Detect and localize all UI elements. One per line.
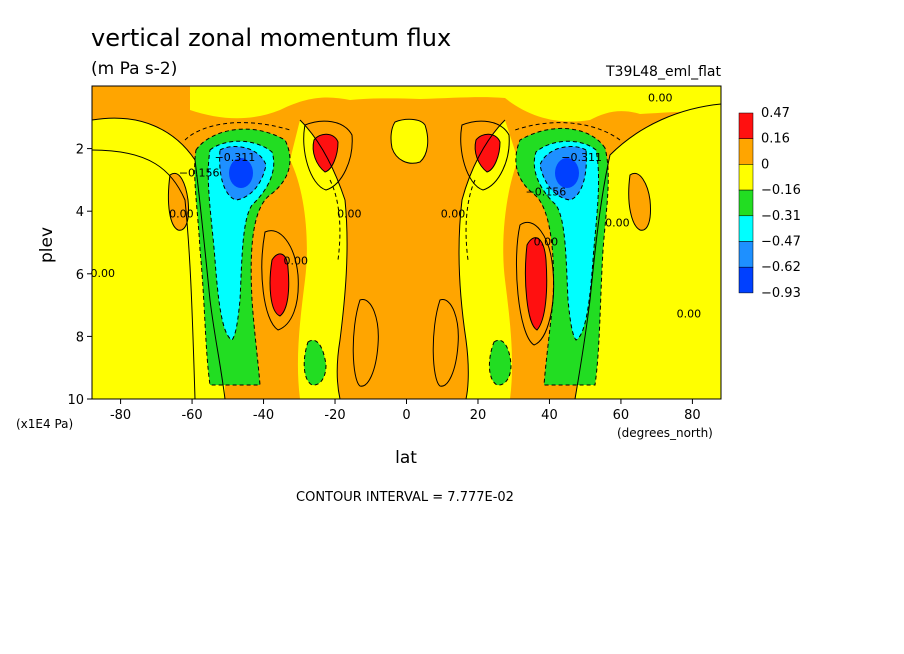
red-max-upper-right (475, 134, 500, 172)
legend-label: 0.16 (761, 132, 790, 147)
legend-label: −0.47 (761, 235, 801, 250)
x-tick-label: 80 (684, 408, 701, 423)
contour-label: −0.156 (526, 185, 567, 198)
contour-label: 0.00 (90, 267, 115, 280)
contour-red-lines (269, 133, 548, 331)
contour-label: 0.00 (169, 207, 194, 220)
run-label: T39L48_eml_flat (605, 64, 722, 80)
chart-units: (m Pa s-2) (91, 59, 177, 79)
x-tick-label: 20 (470, 408, 487, 423)
green-lobe-right (489, 340, 511, 386)
contour-label: −0.156 (179, 167, 220, 180)
x-tick-label: 0 (402, 408, 410, 423)
yellow-region-right (575, 104, 721, 399)
legend-swatch (738, 266, 754, 294)
legend-swatch (738, 164, 754, 191)
contour-label: −0.311 (215, 151, 256, 164)
red-max-lower-right (525, 237, 547, 330)
x-tick-label: 40 (541, 408, 558, 423)
x-tick-label: -40 (253, 408, 274, 423)
y-tick-label: 8 (76, 330, 84, 345)
legend: 0.47 0.16 0 −0.16 −0.31 −0.47 −0.62 −0.93 (738, 106, 801, 301)
yellow-region-center-right (459, 120, 518, 399)
contour-label: 0.00 (648, 92, 673, 105)
legend-label: −0.62 (761, 260, 801, 275)
y-tick-label: 4 (76, 205, 84, 220)
contour-label: 0.00 (677, 307, 702, 320)
plot-area: 0.00 −0.311 −0.311 −0.156 −0.156 0.00 0.00 0.00… (90, 85, 722, 400)
yellow-region-center-left (290, 120, 348, 399)
legend-label: −0.16 (761, 183, 801, 198)
legend-swatch (738, 138, 754, 165)
contour-label: 0.00 (605, 217, 630, 230)
legend-label: 0.47 (761, 106, 790, 121)
chart-title: vertical zonal momentum flux (91, 24, 451, 52)
legend-swatch (738, 112, 754, 139)
contour-label: 0.00 (534, 236, 559, 249)
x-tick-label: -20 (324, 408, 345, 423)
y-axis: 2 4 6 8 10 (67, 143, 92, 408)
contour-label: 0.00 (337, 207, 362, 220)
legend-swatch (738, 241, 754, 268)
deep-blue-core-left (229, 158, 253, 188)
orange-lobe-left (168, 173, 189, 231)
orange-lobe-right (628, 173, 651, 231)
deep-blue-core-right (555, 158, 579, 188)
yellow-region-center-top (391, 119, 428, 164)
y-tick-label: 6 (76, 268, 84, 283)
contour-label: 0.00 (283, 254, 308, 267)
y-tick-label: 10 (67, 393, 84, 408)
x-tick-label: -60 (181, 408, 202, 423)
x-axis: -80 -60 -40 -20 0 20 40 60 80 (110, 399, 701, 423)
x-axis-label: lat (395, 448, 417, 468)
contour-lines (91, 103, 722, 400)
legend-label: −0.31 (761, 209, 801, 224)
contour-label: −0.311 (561, 151, 602, 164)
legend-swatch (738, 189, 754, 217)
legend-label: 0 (761, 157, 769, 172)
legend-label: −0.93 (761, 286, 801, 301)
x-tick-label: 60 (613, 408, 630, 423)
contour-dashed (184, 122, 621, 386)
red-max-lower-left (270, 253, 289, 316)
contour-label: 0.00 (441, 207, 466, 220)
contour-labels: 0.00 −0.311 −0.311 −0.156 −0.156 0.00 0.00 0.00… (90, 92, 702, 321)
x-units: (degrees_north) (617, 426, 713, 440)
y-units: (x1E4 Pa) (16, 417, 73, 431)
green-lobe-left (304, 340, 326, 386)
yellow-region-top (92, 86, 721, 122)
legend-swatch (738, 215, 754, 242)
x-tick-label: -80 (110, 408, 131, 423)
contour-interval: CONTOUR INTERVAL = 7.777E-02 (296, 490, 514, 505)
y-tick-label: 2 (76, 143, 84, 158)
y-axis-label: plev (37, 227, 57, 263)
cyan-core-left (208, 141, 274, 340)
cyan-core-right (534, 141, 599, 340)
